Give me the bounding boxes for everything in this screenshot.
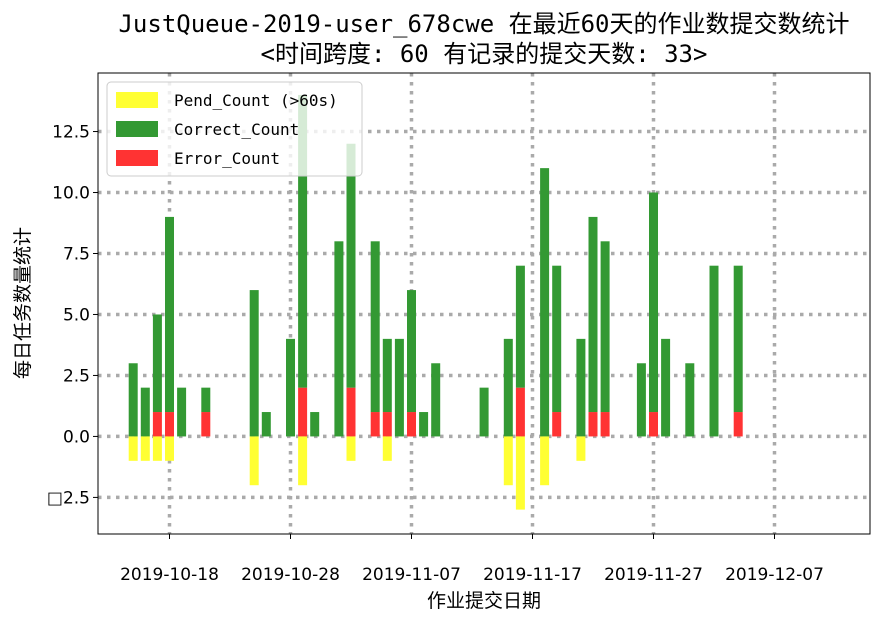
error-bar xyxy=(370,412,380,437)
y-tick-label: 0.0 xyxy=(63,427,90,447)
y-tick-label: 10.0 xyxy=(52,184,90,204)
correct-bar xyxy=(382,338,392,413)
x-tick-label: 2019-11-07 xyxy=(362,565,461,585)
correct-bar xyxy=(733,265,743,413)
correct-bar xyxy=(552,265,562,413)
legend-swatch-correct xyxy=(116,121,158,137)
x-tick-label: 2019-10-18 xyxy=(120,565,219,585)
correct-bar xyxy=(600,241,610,413)
error-bar xyxy=(649,412,658,437)
y-axis-label: 每日任务数量统计 xyxy=(12,227,34,379)
correct-bar xyxy=(407,290,416,413)
correct-bar xyxy=(685,363,695,437)
correct-bar xyxy=(370,241,380,413)
correct-bar xyxy=(588,216,598,413)
correct-bar xyxy=(479,387,489,437)
y-tick-label: 5.0 xyxy=(63,305,90,325)
error-bar xyxy=(165,412,174,437)
title-group: JustQueue-2019-user_678cwe 在最近60天的作业数提交数… xyxy=(118,10,849,68)
error-bar xyxy=(600,412,610,437)
x-axis-label: 作业提交日期 xyxy=(427,590,541,612)
error-bar xyxy=(152,412,162,437)
correct-bar xyxy=(515,265,525,388)
error-bar xyxy=(201,412,211,437)
chart-title: JustQueue-2019-user_678cwe 在最近60天的作业数提交数… xyxy=(118,10,849,38)
x-tick-label: 2019-12-07 xyxy=(725,565,824,585)
legend: Pend_Count (>60s) Correct_Count Error_Coun… xyxy=(106,81,363,177)
correct-bar xyxy=(261,412,271,437)
correct-bar xyxy=(140,387,150,437)
pend-bar xyxy=(382,436,392,461)
correct-bar xyxy=(128,363,138,437)
legend-swatch-error xyxy=(116,150,158,166)
correct-bar xyxy=(419,412,429,437)
pend-bar xyxy=(346,436,356,461)
correct-bar xyxy=(310,412,320,437)
correct-bar xyxy=(576,338,586,437)
correct-bar xyxy=(334,241,344,437)
pend-bar xyxy=(298,436,308,486)
correct-bar xyxy=(540,168,550,437)
correct-bar xyxy=(346,143,356,388)
correct-bar xyxy=(152,314,162,413)
legend-label-correct: Correct_Count xyxy=(174,120,299,139)
correct-bar xyxy=(201,387,211,413)
pend-bar xyxy=(249,436,259,486)
pend-bar xyxy=(540,436,550,486)
legend-swatch-pend xyxy=(116,92,158,108)
bars-layer xyxy=(128,94,743,510)
x-tick-label: 2019-11-27 xyxy=(604,565,703,585)
x-tick-label: 2019-11-17 xyxy=(483,565,582,585)
correct-bar xyxy=(249,290,259,437)
correct-bar xyxy=(503,338,513,437)
error-bar xyxy=(298,387,308,437)
pend-bar xyxy=(576,436,586,461)
y-tick-label: □2.5 xyxy=(47,488,90,508)
correct-bar xyxy=(649,192,658,413)
pend-bar xyxy=(503,436,513,486)
correct-bar xyxy=(394,338,404,437)
y-tick-label: 2.5 xyxy=(63,366,90,386)
correct-bar xyxy=(661,338,671,437)
correct-bar xyxy=(298,94,308,388)
legend-label-pend: Pend_Count (>60s) xyxy=(174,91,338,110)
correct-bar xyxy=(709,265,719,437)
y-tick-label: 7.5 xyxy=(63,244,90,264)
legend-box xyxy=(106,81,363,177)
pend-bar xyxy=(140,436,150,461)
error-bar xyxy=(407,412,416,437)
chart-subtitle: <时间跨度: 60 有记录的提交天数: 33> xyxy=(261,40,708,68)
legend-label-error: Error_Count xyxy=(174,149,280,168)
pend-bar xyxy=(515,436,525,510)
plot-frame xyxy=(97,72,871,535)
pend-bar xyxy=(165,436,174,461)
error-bar xyxy=(515,387,525,437)
correct-bar xyxy=(177,387,187,437)
x-tick-label: 2019-10-28 xyxy=(241,565,340,585)
axis-layer: □2.5 0.0 2.5 5.0 7.5 10.0 12.5 2019-10-18 2019-1… xyxy=(47,123,824,585)
pend-bar xyxy=(128,436,138,461)
pend-bar xyxy=(152,436,162,461)
error-bar xyxy=(382,412,392,437)
correct-bar xyxy=(286,338,295,437)
error-bar xyxy=(552,412,562,437)
error-bar xyxy=(346,387,356,437)
correct-bar xyxy=(636,363,646,437)
correct-bar xyxy=(165,216,174,413)
error-bar xyxy=(588,412,598,437)
error-bar xyxy=(733,412,743,437)
correct-bar xyxy=(431,363,441,437)
y-tick-label: 12.5 xyxy=(52,123,90,143)
